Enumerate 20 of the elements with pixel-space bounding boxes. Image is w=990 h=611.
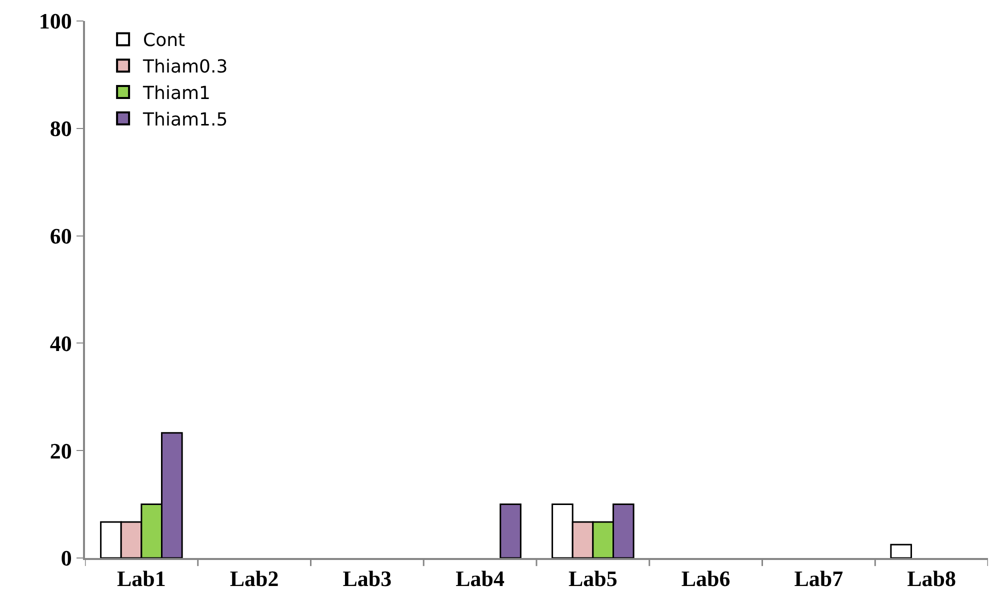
bar: [500, 504, 522, 558]
x-tick-label: Lab5: [568, 566, 618, 592]
legend-label: Thiam1: [142, 83, 210, 104]
x-tick-label: Lab6: [681, 566, 730, 592]
y-tick-label: 60: [50, 224, 72, 248]
bar: [890, 544, 912, 558]
y-tick-label: 80: [50, 116, 72, 142]
x-tick-label: Lab1: [116, 566, 166, 592]
y-tick-label: 20: [50, 438, 72, 464]
x-tick-label: Lab4: [456, 566, 505, 592]
legend-label: Thiam0.3: [142, 56, 228, 78]
x-tick-label: Lab8: [907, 566, 956, 592]
y-tick-label: 40: [50, 330, 72, 356]
y-tick-label: 0: [60, 546, 72, 571]
x-tick-label: Lab3: [342, 566, 392, 592]
y-tick-label: 100: [38, 8, 72, 34]
legend-label: Thiam1.5: [142, 109, 228, 130]
legend-label: Cont: [143, 30, 186, 52]
x-tick-label: Lab7: [794, 566, 844, 592]
x-tick-label: Lab2: [230, 566, 279, 592]
